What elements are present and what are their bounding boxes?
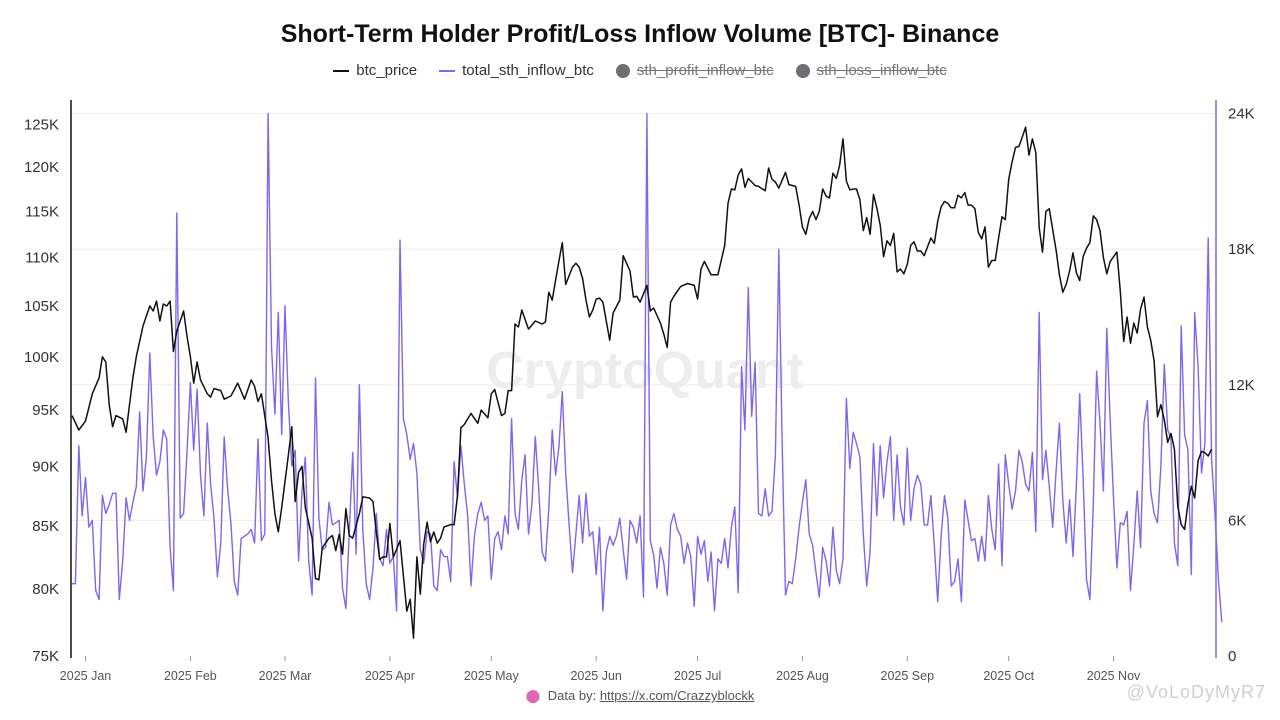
footer-link[interactable]: https://x.com/Crazzyblockk: [599, 688, 755, 703]
corner-watermark: @VoLoDyMyR7: [1126, 682, 1266, 702]
footer-prefix: Data by:: [547, 688, 597, 703]
left-tick-label: 105K: [24, 298, 59, 315]
legend-dot-icon: [795, 63, 810, 78]
legend-item-btc-price[interactable]: btc_price: [333, 62, 417, 79]
footer: ⬤ Data by: https://x.com/Crazzyblockk: [0, 688, 1280, 704]
x-tick-label: 2025 Apr: [365, 669, 415, 683]
left-tick-label: 110K: [25, 250, 59, 267]
legend-label: btc_price: [356, 62, 418, 79]
legend-line-icon: [333, 69, 350, 72]
left-tick-label: 100K: [24, 349, 59, 366]
right-tick-label: 24K: [1228, 106, 1255, 123]
legend-item-sth-profit-inflow[interactable]: sth_profit_inflow_btc: [615, 62, 774, 79]
legend-item-sth-loss-inflow[interactable]: sth_loss_inflow_btc: [795, 62, 947, 79]
legend-line-icon: [439, 69, 456, 72]
right-tick-label: 12K: [1228, 377, 1255, 394]
x-tick-label: 2025 Sep: [881, 669, 935, 683]
right-tick-label: 6K: [1228, 512, 1246, 529]
x-tick-label: 2025 Oct: [983, 669, 1034, 683]
left-tick-label: 120K: [24, 159, 59, 176]
x-tick-label: 2025 Jan: [60, 669, 111, 683]
x-axis: 2025 Jan 2025 Feb 2025 Mar 2025 Apr 2025 May…: [60, 656, 1141, 683]
legend-label: sth_profit_inflow_btc: [636, 62, 774, 79]
chart-title: Short-Term Holder Profit/Loss Inflow Vol…: [280, 20, 1000, 48]
left-tick-label: 80K: [32, 581, 59, 598]
gridlines: [72, 113, 1215, 521]
x-tick-label: 2025 Jul: [674, 669, 721, 683]
x-tick-label: 2025 May: [464, 669, 520, 683]
legend-dot-icon: [615, 63, 630, 78]
right-tick-label: 18K: [1228, 241, 1255, 258]
brain-icon: ⬤: [525, 688, 541, 703]
left-tick-label: 125K: [24, 117, 59, 134]
left-axis: 75K 80K 85K 90K 95K 100K 105K 110K 115K 120K 125K: [24, 117, 59, 665]
right-axis: 0 6K 12K 18K 24K: [1228, 106, 1255, 665]
left-tick-label: 90K: [32, 458, 59, 475]
series-layer: [71, 112, 1223, 639]
x-tick-label: 2025 Nov: [1087, 669, 1141, 683]
x-tick-label: 2025 Mar: [259, 669, 312, 683]
left-tick-label: 95K: [32, 402, 59, 419]
left-tick-label: 75K: [32, 648, 59, 665]
legend-label: sth_loss_inflow_btc: [816, 62, 947, 79]
right-tick-label: 0: [1228, 648, 1236, 665]
left-tick-label: 85K: [32, 518, 59, 535]
left-tick-label: 115K: [25, 203, 59, 220]
x-tick-label: 2025 Aug: [776, 669, 829, 683]
legend: btc_price total_sth_inflow_btc sth_profi…: [0, 62, 1280, 79]
series-line-btc-price: [71, 126, 1213, 639]
series-line-total-sth-inflow-btc: [72, 112, 1223, 623]
x-tick-label: 2025 Feb: [164, 669, 217, 683]
x-tick-label: 2025 Jun: [570, 669, 621, 683]
legend-item-total-sth-inflow[interactable]: total_sth_inflow_btc: [439, 62, 594, 79]
legend-label: total_sth_inflow_btc: [462, 62, 594, 79]
